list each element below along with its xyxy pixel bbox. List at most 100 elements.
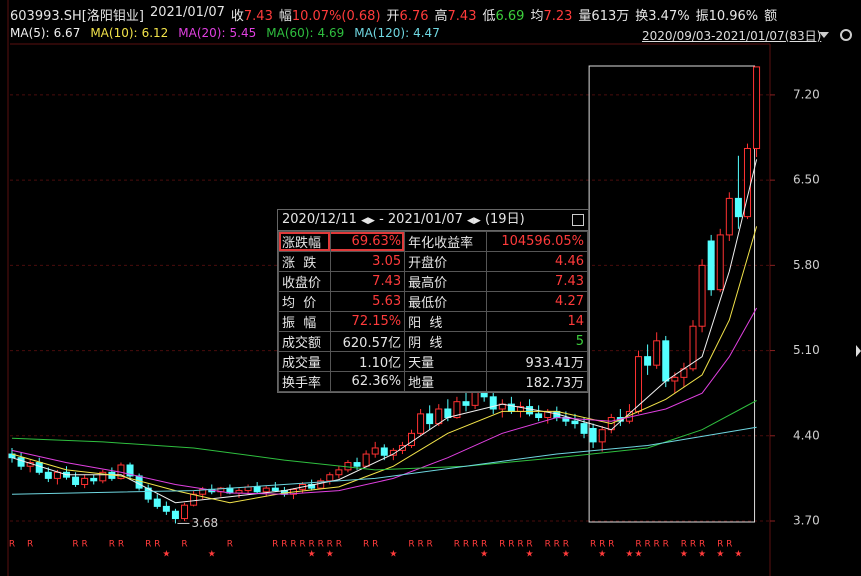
candle-body bbox=[335, 469, 343, 476]
ma-line bbox=[11, 426, 757, 495]
quote-item: 高7.43 bbox=[435, 5, 477, 24]
star-marker: ★ bbox=[526, 550, 534, 560]
star-marker: ★ bbox=[326, 550, 334, 560]
candle-body bbox=[181, 504, 189, 520]
r-marker: R bbox=[154, 540, 160, 550]
stats-row: 收盘价 7.43 最高价 7.43 bbox=[277, 271, 589, 292]
r-marker: R bbox=[481, 540, 487, 550]
r-marker: R bbox=[281, 540, 287, 550]
quote-value: 3.47% bbox=[648, 9, 690, 24]
stat-label: 换手率 bbox=[277, 371, 332, 392]
r-marker: R bbox=[608, 540, 614, 550]
y-tick-label: 5.10 bbox=[793, 343, 820, 357]
settings[interactable] bbox=[840, 29, 852, 41]
stat-label: 成交额 bbox=[277, 331, 332, 352]
stat-value: 933.41万 bbox=[485, 351, 589, 372]
y-tick-label: 7.20 bbox=[793, 87, 820, 101]
r-marker: R bbox=[109, 540, 115, 550]
candle-body bbox=[589, 427, 597, 443]
stat-label: 涨跌幅 bbox=[277, 231, 332, 252]
candle-body bbox=[526, 406, 534, 415]
quote-label: 高 bbox=[434, 9, 448, 24]
r-marker: R bbox=[454, 540, 460, 550]
candle-body bbox=[235, 490, 243, 494]
candle-body bbox=[344, 462, 352, 471]
candle-body bbox=[707, 240, 715, 291]
quote-item: 低6.69 bbox=[482, 5, 524, 24]
stat-value: 62.36% bbox=[330, 371, 406, 392]
stat-value: 14 bbox=[485, 311, 589, 332]
quote-label: 量 bbox=[578, 9, 592, 24]
stat-label: 最高价 bbox=[404, 271, 487, 292]
r-marker: R bbox=[227, 540, 233, 550]
ma-legend: MA(5): 6.67 MA(10): 6.12 MA(20): 5.45 MA(60): 4… bbox=[10, 26, 440, 40]
candle-body bbox=[389, 449, 397, 456]
close-button[interactable] bbox=[572, 214, 584, 226]
scroll-arrow[interactable] bbox=[856, 345, 861, 357]
candle-body bbox=[598, 429, 606, 443]
stat-value: 182.73万 bbox=[485, 371, 589, 392]
star-marker: ★ bbox=[389, 550, 397, 560]
r-marker: R bbox=[408, 540, 414, 550]
r-marker: R bbox=[599, 540, 605, 550]
stat-label: 振 幅 bbox=[277, 311, 332, 332]
stats-row: 成交量 1.10亿 天量 933.41万 bbox=[277, 351, 589, 372]
header: 603993.SH[洛阳钼业] 2021/01/07 收7.43 幅10.07%(… bbox=[10, 5, 777, 24]
quote-label: 收 bbox=[230, 9, 244, 24]
legend-name: MA(20): bbox=[178, 26, 226, 40]
r-marker: R bbox=[635, 540, 641, 550]
r-marker: R bbox=[690, 540, 696, 550]
candle-body bbox=[426, 413, 434, 425]
star-marker: ★ bbox=[716, 550, 724, 560]
candle-body bbox=[453, 401, 461, 419]
candle-body bbox=[262, 487, 270, 493]
r-marker: R bbox=[417, 540, 423, 550]
candle-body bbox=[144, 487, 152, 500]
legend-entry: MA(60): 4.69 bbox=[266, 26, 344, 40]
r-marker: R bbox=[563, 540, 569, 550]
legend-entry: MA(10): 6.12 bbox=[90, 26, 168, 40]
stat-label: 地量 bbox=[404, 371, 487, 392]
quote-item: 换3.47% bbox=[635, 5, 689, 24]
legend-name: MA(10): bbox=[90, 26, 138, 40]
quote-value: 7.23 bbox=[543, 9, 573, 24]
r-marker: R bbox=[526, 540, 532, 550]
r-marker: R bbox=[327, 540, 333, 550]
r-marker: R bbox=[508, 540, 514, 550]
arrows[interactable]: ◀▶ bbox=[361, 216, 375, 226]
stat-label: 年化收益率 bbox=[404, 231, 487, 252]
quote-value: 10.07%(0.68) bbox=[291, 9, 381, 24]
dropdown[interactable] bbox=[819, 32, 829, 38]
candle-body bbox=[199, 488, 207, 495]
r-marker: R bbox=[427, 540, 433, 550]
candle-body bbox=[380, 447, 388, 456]
r-marker: R bbox=[9, 540, 15, 550]
quote-item: 量613万 bbox=[578, 5, 629, 24]
candle-body bbox=[72, 476, 80, 485]
stat-label: 成交量 bbox=[277, 351, 332, 372]
stat-value: 104596.05% bbox=[485, 231, 589, 252]
stats-panel: 2020/12/11 ◀▶ - 2021/01/07 ◀▶ (19日) 涨跌幅 6… bbox=[277, 209, 589, 393]
y-tick-label: 5.80 bbox=[793, 258, 820, 272]
y-tick-label: 4.40 bbox=[793, 428, 820, 442]
r-marker: R bbox=[145, 540, 151, 550]
star-marker: ★ bbox=[480, 550, 488, 560]
star-marker: ★ bbox=[562, 550, 570, 560]
stat-value: 3.05 bbox=[330, 251, 406, 272]
candle-body bbox=[90, 477, 98, 482]
arrows[interactable]: ◀▶ bbox=[466, 216, 481, 226]
stat-label: 均 价 bbox=[277, 291, 332, 312]
stat-label: 最低价 bbox=[404, 291, 487, 312]
quote-item: 幅10.07%(0.68) bbox=[279, 5, 381, 24]
stat-label: 涨 跌 bbox=[277, 251, 332, 272]
quote-item: 均7.23 bbox=[530, 5, 572, 24]
stat-value: 5.63 bbox=[330, 291, 406, 312]
y-tick-label: 3.70 bbox=[793, 514, 820, 528]
r-marker: R bbox=[717, 540, 723, 550]
legend-entry: MA(120): 4.47 bbox=[354, 26, 440, 40]
candle-body bbox=[362, 453, 370, 467]
range[interactable]: 2020/09/03-2021/01/07(83日) bbox=[642, 29, 822, 43]
candle-body bbox=[580, 423, 588, 434]
quote-item: 收7.43 bbox=[231, 5, 273, 24]
